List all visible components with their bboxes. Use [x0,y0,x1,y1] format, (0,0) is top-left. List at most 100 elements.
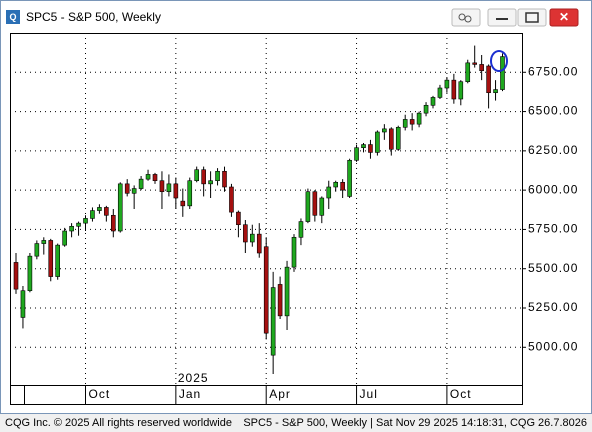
y-tick-label: 6000.00 [528,182,578,196]
candle-body [138,178,144,189]
candle-body [194,169,199,182]
candle-body [180,200,186,207]
candle-body [76,222,81,227]
candle-body [145,174,151,180]
candle-body [402,119,408,128]
candle-body [291,236,297,268]
candle-body [298,221,304,238]
y-tick-label: 5250.00 [528,300,578,314]
candle-body [423,104,429,114]
candle-body [117,183,123,232]
link-icon [464,15,472,23]
candle-body [236,211,241,226]
minimize-button[interactable] [487,8,517,27]
candle-body [395,126,401,150]
maximize-icon [525,12,539,23]
candle-body [55,244,61,277]
candle-body [284,266,290,317]
candle-body [312,191,318,216]
candle-body [354,147,359,161]
axis-corner [10,385,25,405]
candle-body [131,188,137,194]
app-icon-letter: Q [9,12,16,22]
candle-body [326,186,332,199]
candle-body [208,180,213,185]
candle-body [416,112,422,125]
candle-body [375,131,380,153]
link-button[interactable] [451,8,481,27]
x-tick-label: Oct [450,387,472,401]
maximize-button[interactable] [517,8,547,27]
candle-body [90,210,95,219]
candle-body [159,180,165,193]
candle-body [97,207,102,211]
y-tick-label: 5750.00 [528,222,578,236]
candle-body [83,218,88,224]
candle-body [250,233,255,243]
x-tick-label: Jan [179,387,201,401]
candle-body [472,62,478,65]
candle-body [27,255,33,292]
x-tick-label: Apr [269,387,291,401]
candle-body [305,191,311,222]
y-tick-label: 5500.00 [528,261,578,275]
candle-body [368,144,373,153]
candle-body [319,197,325,216]
candle-body [388,128,394,150]
candle-body [256,233,262,254]
y-tick-label: 6250.00 [528,143,578,157]
candle-body [48,240,54,277]
candle-body [270,287,276,356]
candle-body [173,183,179,199]
candle-body [382,128,387,133]
highlight-circle [490,50,508,72]
candle-body [124,183,130,194]
candle-body [437,87,443,98]
link-icon [458,13,466,21]
candle-body [347,159,352,197]
close-icon: ✕ [559,10,569,24]
candle-body [361,144,366,149]
candle-body [340,181,345,191]
candle-body [41,240,47,244]
close-button[interactable] [549,8,579,27]
window-title: SPC5 - S&P 500, Weekly [26,10,161,24]
x-tick-label: Jul [360,387,378,401]
candle-body [493,89,498,94]
candle-body [465,62,471,83]
candle-body [69,225,74,232]
candle-body [444,79,450,89]
candle-body [409,119,415,125]
candle-body [111,214,116,232]
candle-body [20,290,26,318]
candle-body [229,186,234,213]
candle-body [500,56,505,90]
candle-body [243,224,248,243]
status-right: SPC5 - S&P 500, Weekly | Sat Nov 29 2025… [243,417,587,429]
candle-body [430,97,436,106]
status-left: CQG Inc. © 2025 All rights reserved worl… [5,417,232,429]
candle-body [486,65,491,94]
candle-body [13,262,19,290]
candle-body [222,170,227,188]
year-label: 2025 [178,371,209,385]
candle-body [201,169,206,185]
candle-body [215,170,220,182]
candle-body [166,183,172,193]
candle-body [104,207,109,216]
candle-body [263,246,269,334]
candle-body [152,174,158,182]
y-tick-label: 6750.00 [528,64,578,78]
candle-body [458,81,464,100]
candle-body [277,284,283,317]
candle-body [333,181,339,188]
candle-body [62,230,67,246]
x-tick-label: Oct [89,387,111,401]
y-tick-label: 6500.00 [528,104,578,118]
candle-body [187,180,193,207]
y-tick-label: 5000.00 [528,339,578,353]
candle-body [451,79,457,100]
candle-body [479,64,484,72]
